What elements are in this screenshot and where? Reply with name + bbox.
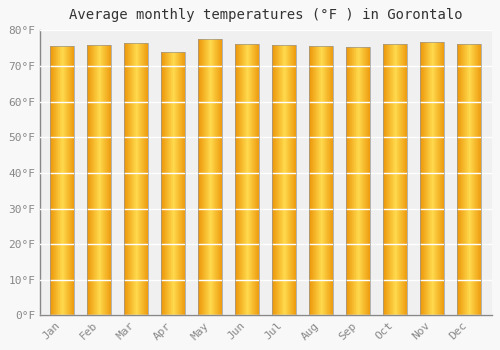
Bar: [346, 47, 370, 315]
Bar: [162, 52, 186, 315]
Bar: [272, 45, 296, 315]
Bar: [420, 42, 444, 315]
Bar: [384, 44, 407, 315]
Bar: [310, 46, 334, 315]
Bar: [50, 46, 74, 315]
Bar: [124, 43, 148, 315]
Bar: [236, 44, 260, 315]
Bar: [458, 44, 481, 315]
Bar: [88, 45, 112, 315]
Title: Average monthly temperatures (°F ) in Gorontalo: Average monthly temperatures (°F ) in Go…: [69, 8, 462, 22]
Bar: [198, 39, 222, 315]
